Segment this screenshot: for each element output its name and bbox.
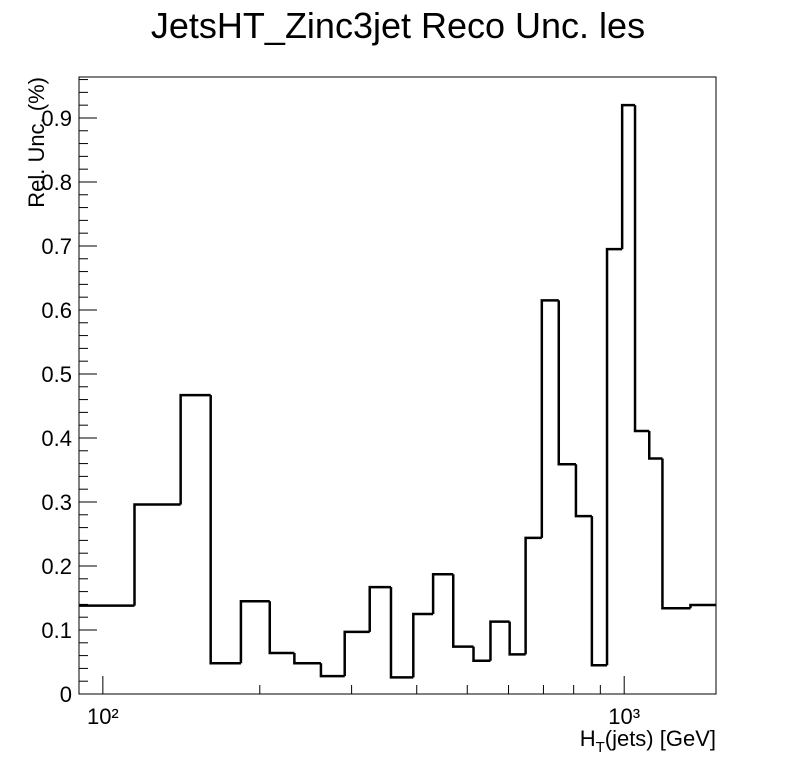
histogram-bin [343, 630, 370, 677]
histogram-bin [389, 587, 414, 679]
histogram-bin [431, 573, 454, 614]
y-tick-label: 0.6 [41, 298, 72, 323]
y-tick-label: 0.1 [41, 618, 72, 643]
histogram-bin [179, 393, 211, 505]
histogram-bin [489, 620, 510, 661]
histogram-bin [524, 536, 542, 655]
y-tick-label: 0.7 [41, 234, 72, 259]
x-label-sub: T [596, 739, 605, 756]
histogram-bin [620, 103, 636, 250]
histogram-bin [540, 299, 559, 538]
y-tick-label: 0.8 [41, 170, 72, 195]
histogram-bin [209, 395, 241, 665]
y-tick-label: 0.9 [41, 106, 72, 131]
y-tick-label: 0.4 [41, 426, 72, 451]
histogram-bin [574, 464, 592, 518]
histogram-bin [605, 247, 623, 666]
x-label-main: H [580, 726, 596, 751]
histogram-bin [239, 599, 270, 664]
histogram-bin [557, 300, 576, 466]
x-tick-label: 10³ [608, 704, 640, 729]
histogram-bin [368, 585, 391, 632]
x-label-rest: (jets) [GeV] [605, 726, 716, 751]
y-tick-label: 0.3 [41, 490, 72, 515]
y-tick-label: 0.5 [41, 362, 72, 387]
y-axis-label: Rel. Unc. (%) [24, 77, 49, 208]
histogram-bin [319, 663, 345, 678]
plot-frame [78, 76, 717, 695]
histogram-bin [293, 653, 321, 665]
x-axis-label: HT(jets) [GeV] [580, 726, 716, 756]
histogram-bin [412, 612, 434, 678]
x-tick-label: 10² [87, 704, 119, 729]
histogram-bin [647, 430, 663, 460]
histogram-bin [451, 574, 474, 648]
histogram-bin [268, 601, 295, 655]
histogram-bin [689, 603, 716, 609]
chart-title: JetsHT_Zinc3jet Reco Unc. les [151, 5, 645, 46]
histogram-bin [633, 105, 650, 433]
histogram-bin [590, 516, 608, 667]
y-tick-label: 0.2 [41, 554, 72, 579]
histogram-bin [661, 458, 691, 610]
y-tick-label: 0 [60, 682, 72, 707]
histogram-bin [133, 503, 181, 606]
histogram-bin [472, 646, 491, 662]
histogram-bin [508, 621, 526, 656]
